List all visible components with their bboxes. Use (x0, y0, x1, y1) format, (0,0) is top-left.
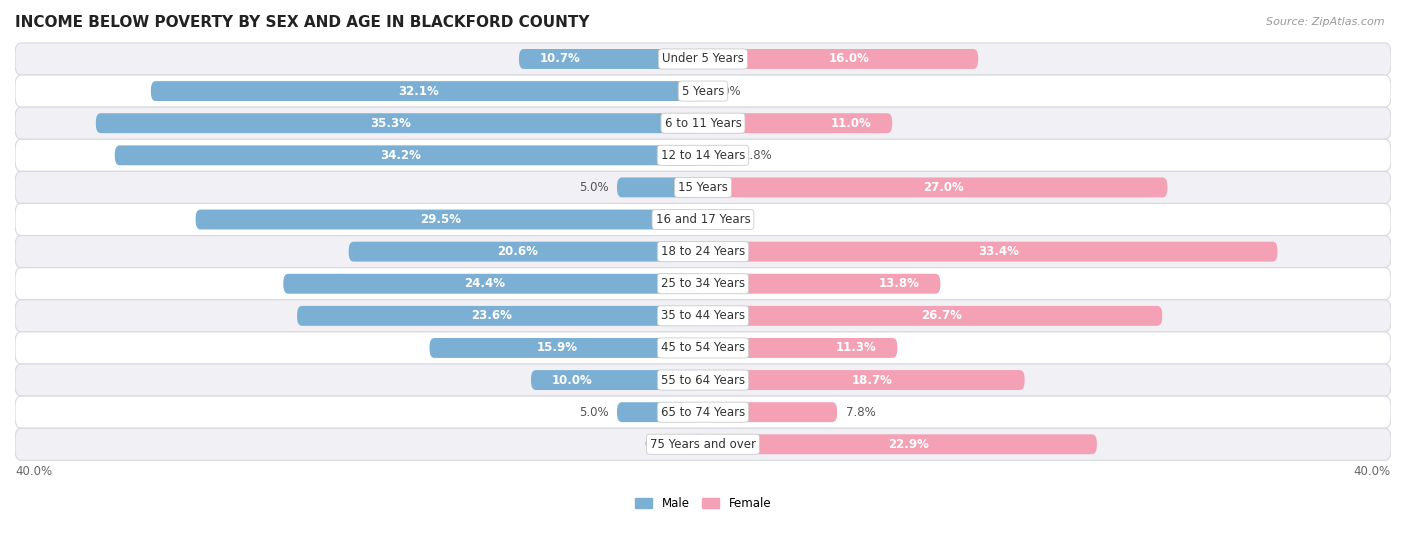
Text: 16.0%: 16.0% (828, 52, 870, 65)
Text: 5.0%: 5.0% (579, 406, 609, 418)
FancyBboxPatch shape (284, 274, 703, 294)
Text: 40.0%: 40.0% (15, 465, 52, 478)
Text: 35.3%: 35.3% (370, 117, 412, 129)
FancyBboxPatch shape (15, 171, 1391, 204)
FancyBboxPatch shape (690, 434, 703, 454)
Text: Under 5 Years: Under 5 Years (662, 52, 744, 65)
FancyBboxPatch shape (15, 428, 1391, 460)
Text: 20.6%: 20.6% (496, 245, 537, 258)
FancyBboxPatch shape (703, 49, 979, 69)
FancyBboxPatch shape (96, 113, 703, 133)
FancyBboxPatch shape (617, 402, 703, 422)
FancyBboxPatch shape (429, 338, 703, 358)
Text: 5.0%: 5.0% (579, 181, 609, 194)
Text: 5 Years: 5 Years (682, 85, 724, 98)
Text: 15 Years: 15 Years (678, 181, 728, 194)
Text: 0.73%: 0.73% (645, 438, 682, 451)
Text: 16 and 17 Years: 16 and 17 Years (655, 213, 751, 226)
FancyBboxPatch shape (617, 177, 703, 198)
FancyBboxPatch shape (15, 268, 1391, 300)
Text: 75 Years and over: 75 Years and over (650, 438, 756, 451)
Text: 13.8%: 13.8% (879, 277, 920, 290)
FancyBboxPatch shape (703, 274, 941, 294)
FancyBboxPatch shape (15, 75, 1391, 107)
FancyBboxPatch shape (703, 306, 1163, 326)
Text: 25 to 34 Years: 25 to 34 Years (661, 277, 745, 290)
Text: 12 to 14 Years: 12 to 14 Years (661, 149, 745, 162)
Text: 33.4%: 33.4% (979, 245, 1019, 258)
FancyBboxPatch shape (195, 210, 703, 229)
Text: 24.4%: 24.4% (464, 277, 505, 290)
Text: 55 to 64 Years: 55 to 64 Years (661, 373, 745, 387)
Legend: Male, Female: Male, Female (630, 492, 776, 515)
Text: 0.0%: 0.0% (711, 213, 741, 226)
Text: 26.7%: 26.7% (921, 309, 962, 323)
Text: 23.6%: 23.6% (471, 309, 512, 323)
Text: 22.9%: 22.9% (889, 438, 929, 451)
FancyBboxPatch shape (15, 140, 1391, 171)
Text: 34.2%: 34.2% (380, 149, 420, 162)
Text: 6 to 11 Years: 6 to 11 Years (665, 117, 741, 129)
FancyBboxPatch shape (15, 204, 1391, 235)
Text: 35 to 44 Years: 35 to 44 Years (661, 309, 745, 323)
FancyBboxPatch shape (15, 332, 1391, 364)
FancyBboxPatch shape (297, 306, 703, 326)
Text: 18.7%: 18.7% (852, 373, 893, 387)
Text: 10.7%: 10.7% (540, 52, 581, 65)
Text: 15.9%: 15.9% (537, 341, 578, 354)
Text: 18 to 24 Years: 18 to 24 Years (661, 245, 745, 258)
Text: 11.3%: 11.3% (837, 341, 877, 354)
FancyBboxPatch shape (15, 235, 1391, 268)
FancyBboxPatch shape (15, 396, 1391, 428)
Text: 0.0%: 0.0% (711, 85, 741, 98)
FancyBboxPatch shape (703, 370, 1025, 390)
FancyBboxPatch shape (15, 43, 1391, 75)
Text: 40.0%: 40.0% (1354, 465, 1391, 478)
Text: 1.8%: 1.8% (742, 149, 772, 162)
Text: 32.1%: 32.1% (398, 85, 439, 98)
FancyBboxPatch shape (115, 145, 703, 165)
Text: 11.0%: 11.0% (831, 117, 872, 129)
FancyBboxPatch shape (519, 49, 703, 69)
FancyBboxPatch shape (703, 145, 734, 165)
FancyBboxPatch shape (15, 107, 1391, 140)
FancyBboxPatch shape (15, 364, 1391, 396)
FancyBboxPatch shape (150, 81, 703, 101)
FancyBboxPatch shape (349, 242, 703, 262)
Text: 45 to 54 Years: 45 to 54 Years (661, 341, 745, 354)
Text: 27.0%: 27.0% (924, 181, 965, 194)
FancyBboxPatch shape (703, 338, 897, 358)
FancyBboxPatch shape (531, 370, 703, 390)
FancyBboxPatch shape (15, 300, 1391, 332)
Text: Source: ZipAtlas.com: Source: ZipAtlas.com (1267, 17, 1385, 27)
Text: 65 to 74 Years: 65 to 74 Years (661, 406, 745, 418)
FancyBboxPatch shape (703, 402, 837, 422)
Text: INCOME BELOW POVERTY BY SEX AND AGE IN BLACKFORD COUNTY: INCOME BELOW POVERTY BY SEX AND AGE IN B… (15, 15, 589, 30)
FancyBboxPatch shape (703, 177, 1167, 198)
FancyBboxPatch shape (703, 242, 1278, 262)
Text: 7.8%: 7.8% (846, 406, 876, 418)
FancyBboxPatch shape (703, 113, 893, 133)
FancyBboxPatch shape (703, 434, 1097, 454)
Text: 10.0%: 10.0% (551, 373, 592, 387)
Text: 29.5%: 29.5% (420, 213, 461, 226)
